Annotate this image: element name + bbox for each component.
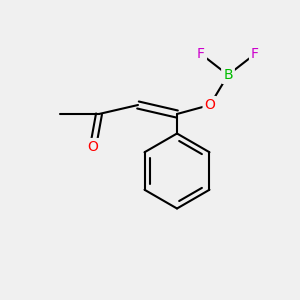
Text: B: B	[223, 68, 233, 82]
Text: F: F	[197, 47, 205, 61]
Text: F: F	[251, 47, 259, 61]
Text: O: O	[88, 140, 98, 154]
Text: O: O	[205, 98, 215, 112]
